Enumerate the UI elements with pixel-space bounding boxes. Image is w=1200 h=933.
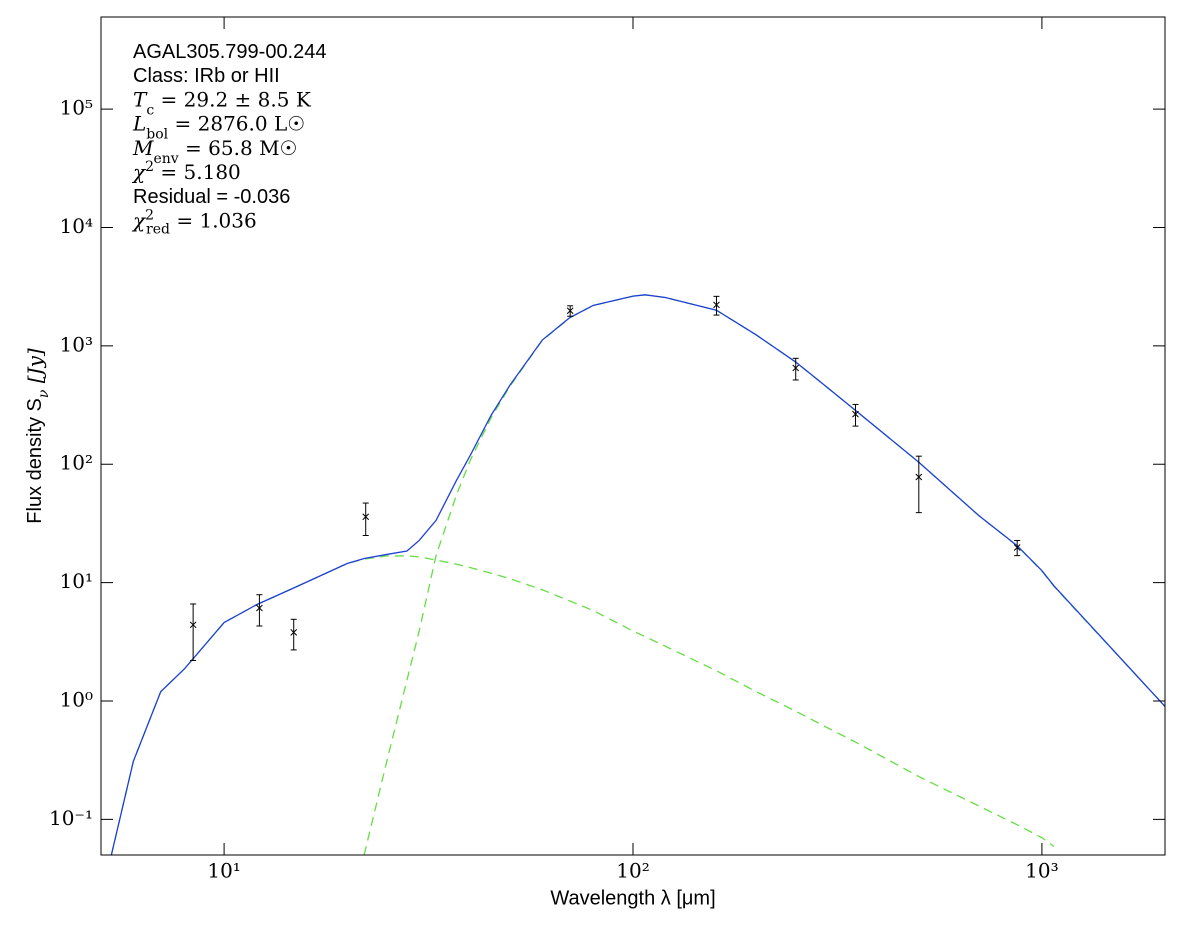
annotation: χ2 = 5.180 bbox=[131, 159, 241, 184]
x-tick-label: 10² bbox=[616, 859, 649, 883]
annotation: Menv = 65.8 M☉ bbox=[132, 136, 297, 167]
error-bar bbox=[290, 618, 297, 651]
data-point bbox=[256, 604, 263, 612]
text-part: Flux density S bbox=[24, 398, 46, 524]
y-tick-label: 10⁵ bbox=[60, 96, 93, 120]
y-tick-label: 10² bbox=[60, 451, 93, 475]
annotation: Residual = -0.036 bbox=[133, 186, 290, 208]
data-point bbox=[915, 473, 923, 481]
text-part: [Jy] bbox=[23, 348, 47, 389]
error-bar bbox=[915, 455, 922, 514]
y-tick-label: 10⁰ bbox=[60, 687, 93, 711]
y-axis-label: Flux density Sν [Jy] bbox=[23, 348, 53, 524]
model-line bbox=[110, 294, 1165, 855]
text-part: χ bbox=[131, 208, 147, 232]
y-tick-label: 10⁻¹ bbox=[49, 806, 93, 830]
data-point bbox=[852, 410, 859, 418]
data-point bbox=[189, 621, 197, 629]
text-part: 2 bbox=[145, 159, 154, 175]
data-point bbox=[566, 307, 574, 315]
error-bar bbox=[190, 603, 197, 661]
text-part: 2 bbox=[145, 207, 154, 223]
error-bar bbox=[362, 502, 369, 537]
data-point bbox=[1013, 544, 1021, 551]
x-tick-label: 10³ bbox=[1025, 859, 1058, 883]
text-part: = 1.036 bbox=[170, 208, 257, 232]
text-part: L bbox=[132, 112, 146, 136]
text-part: χ bbox=[131, 160, 147, 184]
data-point bbox=[792, 364, 800, 372]
text-part: = 65.8 M☉ bbox=[179, 136, 298, 160]
annotation: Class: IRb or HII bbox=[133, 65, 280, 87]
text-part: = 5.180 bbox=[154, 160, 241, 184]
error-bar bbox=[256, 594, 263, 627]
error-bar bbox=[852, 403, 859, 427]
y-tick-label: 10⁴ bbox=[60, 214, 93, 238]
text-part: red bbox=[146, 221, 170, 237]
data-point bbox=[290, 629, 298, 636]
text-part: T bbox=[133, 87, 148, 111]
plot-area bbox=[110, 294, 1165, 855]
text-part: env bbox=[153, 151, 178, 167]
text-part: c bbox=[146, 102, 154, 118]
annotation: Lbol = 2876.0 L☉ bbox=[132, 112, 305, 143]
text-part: = 29.2 ± 8.5 K bbox=[154, 87, 312, 111]
text-part: M bbox=[132, 136, 154, 160]
annotation: Tc = 29.2 ± 8.5 K bbox=[133, 87, 312, 118]
data-point bbox=[713, 301, 720, 309]
text-part: = 2876.0 L☉ bbox=[168, 112, 305, 136]
error-bar bbox=[713, 295, 720, 316]
text-part: bol bbox=[146, 127, 168, 143]
data-point bbox=[362, 513, 370, 521]
x-axis-label: Wavelength λ [μm] bbox=[550, 887, 715, 909]
y-tick-label: 10³ bbox=[60, 332, 93, 356]
error-bar bbox=[792, 357, 799, 381]
annotation: χ2 red = 1.036 bbox=[131, 207, 257, 237]
annotation: AGAL305.799-00.244 bbox=[133, 41, 327, 63]
text-part: ν bbox=[36, 389, 52, 398]
y-tick-label: 10¹ bbox=[60, 569, 93, 593]
x-tick-label: 10¹ bbox=[207, 859, 240, 883]
